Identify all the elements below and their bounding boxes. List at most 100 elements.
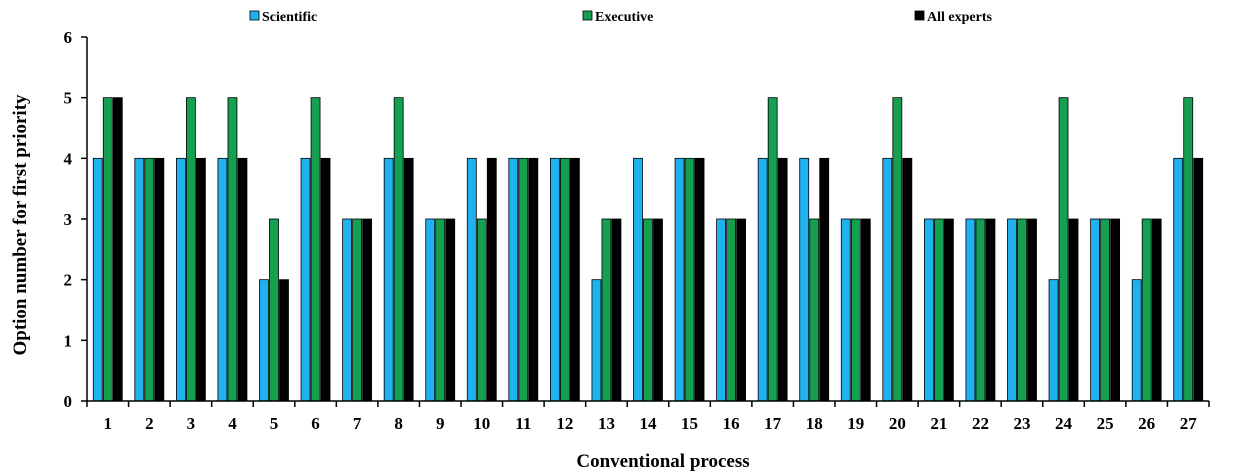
x-tick-label: 9 [436,414,445,433]
bar-scientific [1007,218,1017,402]
legend-swatch [249,10,260,21]
legend-label: Executive [595,10,653,25]
x-tick-label: 11 [515,414,531,433]
bar-all-experts [569,157,580,402]
y-tick-label: 2 [64,271,73,290]
bar-executive [269,218,279,402]
x-tick-label: 21 [930,414,947,433]
bar-all-experts [486,157,497,402]
bar-all-experts [902,157,913,402]
bar-executive [892,97,903,402]
y-tick-label: 3 [64,210,73,229]
bar-scientific [508,157,519,402]
bar-scientific [633,157,643,402]
bar-all-experts [112,97,123,402]
bar-executive [1141,218,1152,402]
bar-executive [518,157,529,402]
x-tick-label: 2 [145,414,154,433]
y-axis-ticks: 0 1 2 3 4 5 6 [64,28,87,411]
x-tick-label: 23 [1014,414,1031,433]
x-tick-label: 1 [104,414,113,433]
bar-executive [601,218,612,402]
x-axis-ticks: 1 2 3 4 5 6 7 8 9 10 11 12 13 14 15 16 17 18 19 20 21 22 23 24 2… [86,401,1210,433]
x-tick-label: 25 [1097,414,1114,433]
x-tick-label: 3 [187,414,196,433]
x-tick-label: 12 [556,414,573,433]
bar-scientific [300,157,311,402]
bar-executive [227,97,238,402]
bar-executive [476,218,487,402]
bar-all-experts [653,218,663,402]
bar-executive [1058,97,1069,402]
bar-all-experts [528,157,539,402]
bar-scientific [1173,157,1184,402]
bar-scientific [840,218,851,402]
bar-executive [559,157,570,402]
bar-scientific [259,279,269,402]
bar-all-experts [777,157,788,402]
y-tick-label: 5 [64,89,73,108]
bar-scientific [965,218,976,402]
bar-executive [643,218,653,402]
bar-scientific [799,157,810,402]
bar-executive [933,218,944,402]
bar-scientific [591,279,602,402]
x-tick-label: 27 [1180,414,1198,433]
y-tick-label: 0 [64,392,73,411]
bar-scientific [757,157,768,402]
y-tick-label: 1 [64,331,73,350]
bar-scientific [134,157,145,402]
bar-executive [1183,97,1194,402]
bar-all-experts [819,157,830,402]
bar-executive [767,97,778,402]
bar-all-experts [943,218,954,402]
bar-all-experts [195,157,206,402]
bar-scientific [383,157,394,402]
bar-scientific [882,157,893,402]
bar-executive [435,218,446,402]
x-axis-label: Conventional process [576,451,749,472]
bar-scientific [92,157,103,402]
x-tick-label: 10 [473,414,490,433]
y-axis-label: Option number for first priority [10,94,31,356]
bar-executive [393,97,404,402]
bar-all-experts [1193,157,1204,402]
bar-all-experts [694,157,705,402]
bar-all-experts [1110,218,1121,402]
x-tick-label: 17 [764,414,782,433]
bar-scientific [175,157,186,402]
bar-executive [310,97,321,402]
bar-scientific [716,218,727,402]
bar-scientific [217,157,228,402]
legend-swatch [914,10,925,21]
bar-all-experts [237,157,248,402]
bar-executive [726,218,737,402]
x-tick-label: 5 [270,414,279,433]
bar-all-experts [445,218,456,402]
bar-scientific [1131,279,1142,402]
bar-scientific [674,157,685,402]
bar-executive [144,157,155,402]
x-tick-label: 14 [640,414,658,433]
bar-all-experts [1027,218,1037,402]
bar-all-experts [611,218,622,402]
bar-executive [975,218,986,402]
bar-all-experts [860,218,871,402]
x-tick-label: 4 [228,414,237,433]
bar-all-experts [154,157,165,402]
x-tick-label: 7 [353,414,362,433]
bar-all-experts [320,157,331,402]
bar-scientific [1090,218,1101,402]
bar-all-experts [362,218,373,402]
bar-scientific [466,157,477,402]
bar-executive [185,97,196,402]
legend-swatch [582,10,593,21]
bar-executive [1100,218,1111,402]
x-tick-label: 20 [889,414,906,433]
x-tick-label: 15 [681,414,698,433]
bar-scientific [425,218,436,402]
x-tick-label: 6 [311,414,320,433]
bar-executive [352,218,363,402]
bar-scientific [923,218,934,402]
